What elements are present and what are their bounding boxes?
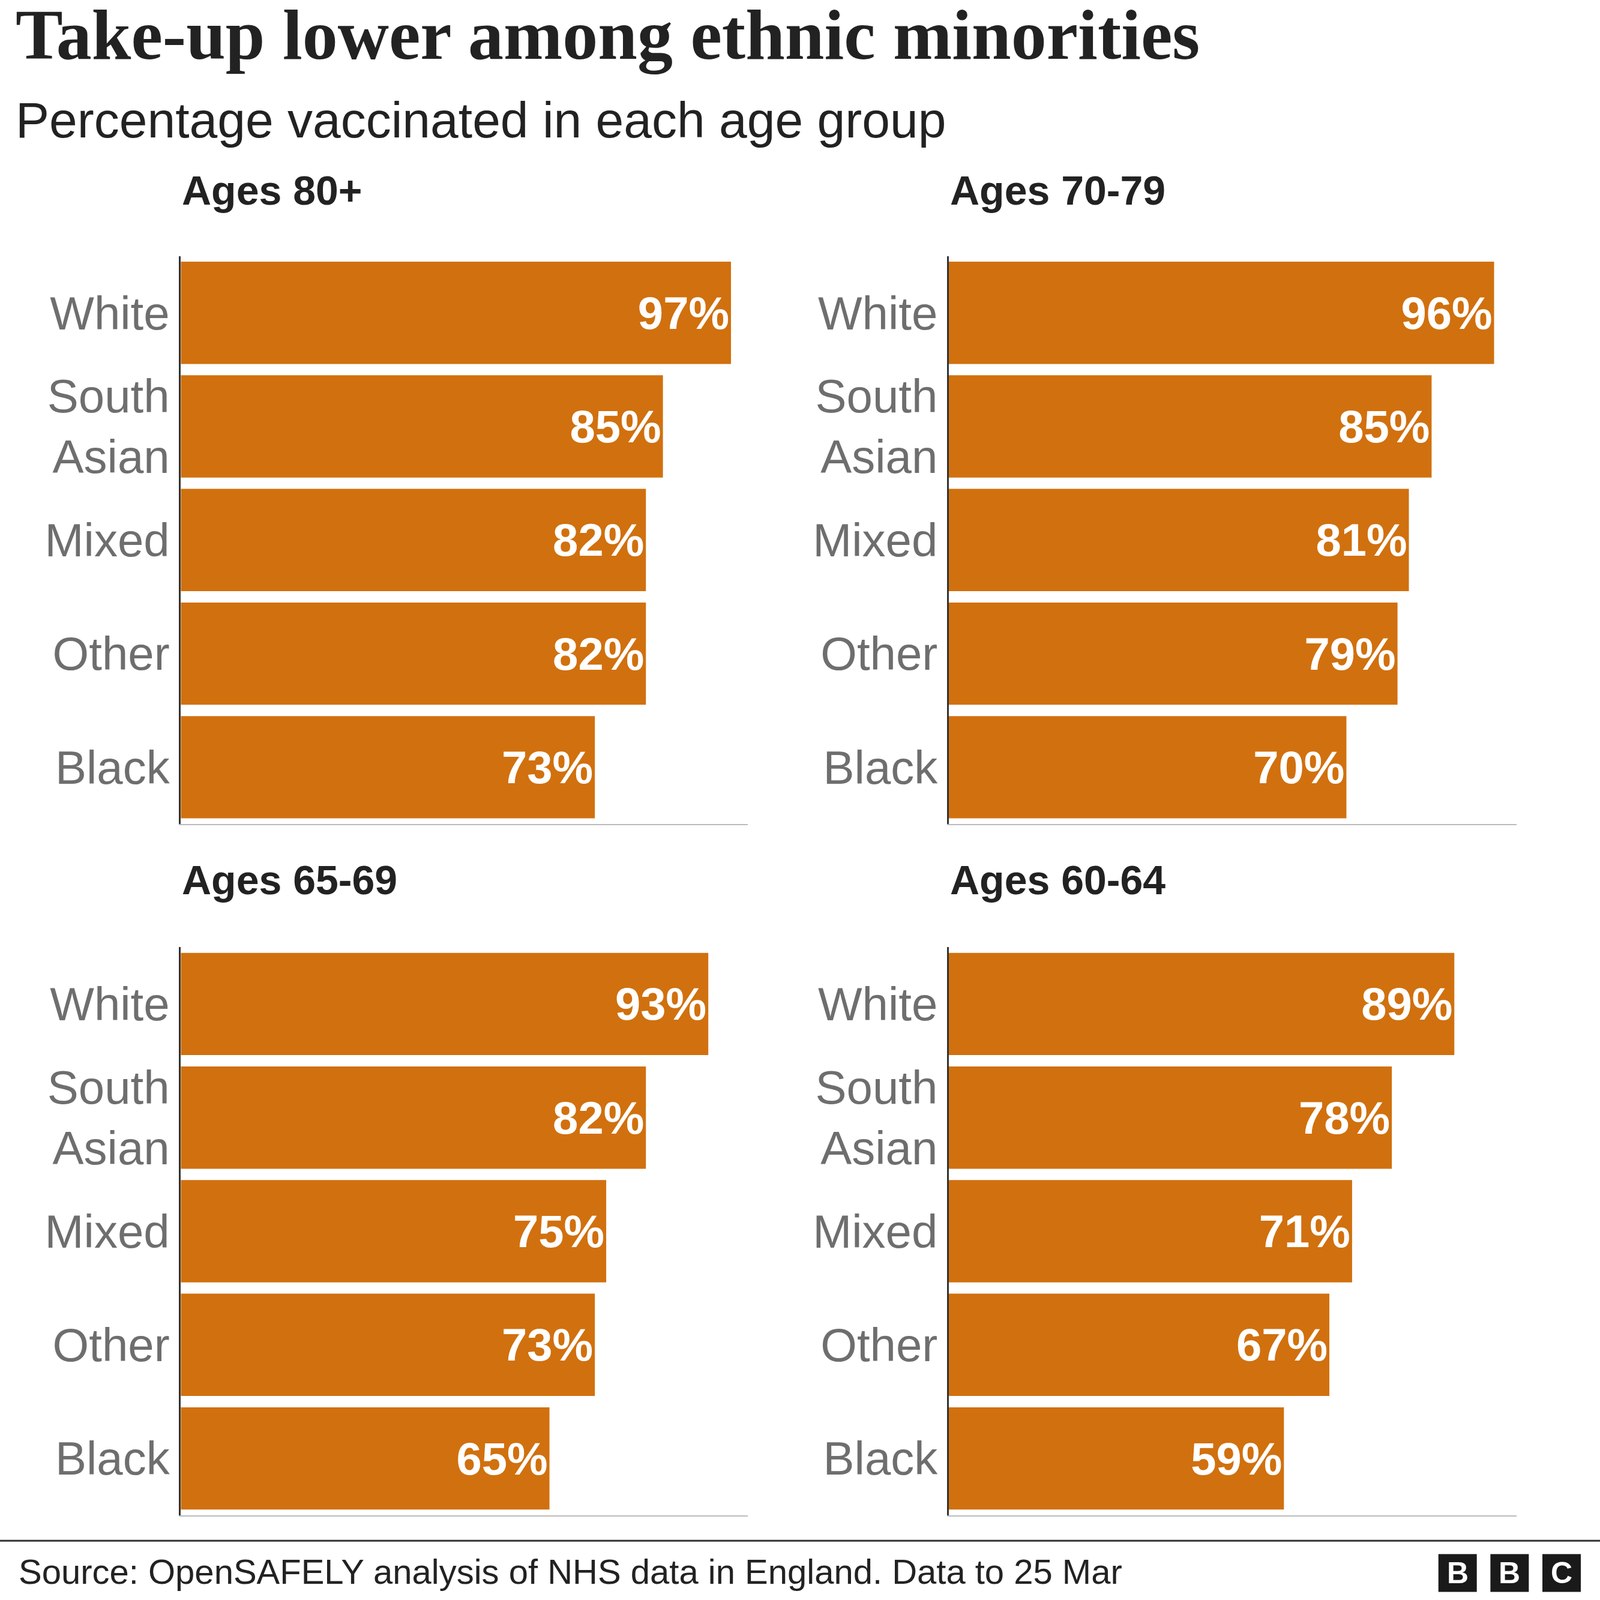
svg-text:Ages 70-79: Ages 70-79 xyxy=(950,167,1166,214)
svg-text:Ages 65-69: Ages 65-69 xyxy=(181,857,398,903)
svg-text:B: B xyxy=(1446,1556,1469,1590)
svg-text:89%: 89% xyxy=(1361,978,1453,1030)
svg-text:82%: 82% xyxy=(552,514,644,566)
svg-text:73%: 73% xyxy=(501,1319,593,1371)
svg-text:78%: 78% xyxy=(1298,1092,1390,1144)
svg-text:Mixed: Mixed xyxy=(45,513,170,567)
svg-text:Source: OpenSAFELY analysis of: Source: OpenSAFELY analysis of NHS data … xyxy=(18,1551,1123,1591)
svg-text:59%: 59% xyxy=(1190,1433,1282,1485)
svg-text:SouthAsian: SouthAsian xyxy=(815,369,938,484)
svg-text:Ages 80+: Ages 80+ xyxy=(181,167,363,214)
svg-text:82%: 82% xyxy=(552,1092,644,1144)
svg-text:C: C xyxy=(1550,1556,1573,1590)
svg-text:SouthAsian: SouthAsian xyxy=(47,1061,170,1175)
svg-text:Mixed: Mixed xyxy=(45,1205,170,1258)
svg-text:B: B xyxy=(1498,1556,1521,1590)
svg-text:Mixed: Mixed xyxy=(812,1205,938,1258)
svg-text:96%: 96% xyxy=(1400,287,1492,339)
svg-text:Other: Other xyxy=(52,1318,170,1372)
svg-text:73%: 73% xyxy=(501,741,593,793)
svg-text:White: White xyxy=(818,286,938,340)
svg-text:Black: Black xyxy=(823,1431,939,1485)
svg-text:Black: Black xyxy=(55,1431,171,1485)
svg-text:Other: Other xyxy=(52,627,170,680)
svg-text:Mixed: Mixed xyxy=(812,513,938,567)
svg-text:Take-up lower among ethnic min: Take-up lower among ethnic minorities xyxy=(15,0,1200,75)
svg-text:67%: 67% xyxy=(1236,1319,1328,1371)
svg-text:White: White xyxy=(49,286,170,340)
svg-text:Black: Black xyxy=(55,741,171,794)
svg-text:82%: 82% xyxy=(552,628,644,680)
svg-text:93%: 93% xyxy=(615,978,707,1030)
svg-text:75%: 75% xyxy=(513,1205,605,1257)
svg-text:79%: 79% xyxy=(1304,628,1396,680)
svg-text:Ages 60-64: Ages 60-64 xyxy=(950,857,1166,903)
svg-text:SouthAsian: SouthAsian xyxy=(815,1061,938,1175)
svg-text:97%: 97% xyxy=(637,287,730,339)
svg-text:70%: 70% xyxy=(1253,741,1345,793)
svg-text:81%: 81% xyxy=(1315,514,1407,566)
svg-text:Other: Other xyxy=(820,1318,938,1372)
svg-text:SouthAsian: SouthAsian xyxy=(47,369,170,484)
svg-text:White: White xyxy=(49,977,170,1031)
svg-text:Other: Other xyxy=(820,627,938,680)
svg-text:Percentage vaccinated in each: Percentage vaccinated in each age group xyxy=(15,91,946,149)
svg-text:65%: 65% xyxy=(456,1433,548,1485)
svg-text:Black: Black xyxy=(823,741,939,794)
svg-text:71%: 71% xyxy=(1259,1205,1351,1257)
svg-text:85%: 85% xyxy=(1338,400,1430,452)
svg-text:White: White xyxy=(818,977,938,1031)
svg-text:85%: 85% xyxy=(569,400,661,452)
